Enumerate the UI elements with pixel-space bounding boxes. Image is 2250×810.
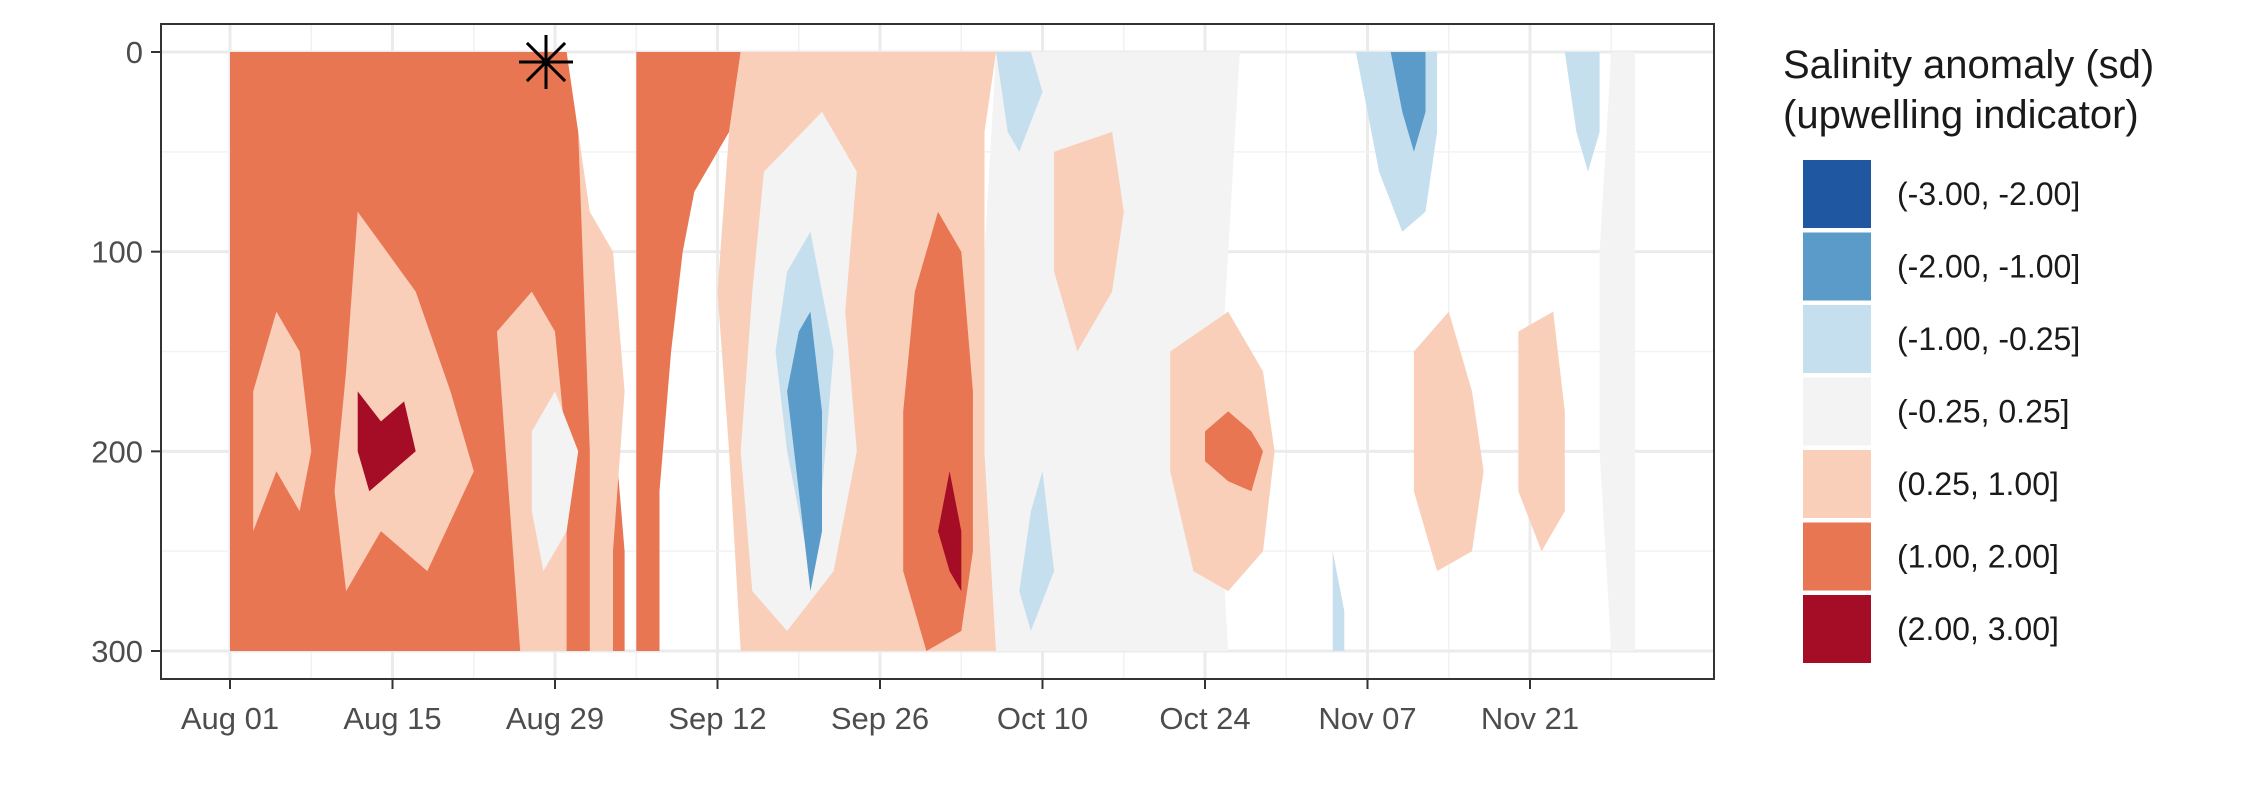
y-tick-label: 0: [126, 35, 143, 70]
x-tick-label: Aug 15: [343, 701, 441, 736]
event-marker: [519, 34, 573, 89]
legend: Salinity anomaly (sd) (upwelling indicat…: [1783, 43, 2154, 663]
legend-key: [1803, 450, 1871, 518]
asterisk-marker: [519, 34, 573, 89]
x-tick-label: Oct 10: [997, 701, 1088, 736]
panel-border: [160, 23, 1715, 680]
x-axis-ticks: Aug 01 Aug 15 Aug 29 Sep 12 Sep 26 Oct 10 Oct …: [181, 679, 1579, 736]
legend-title-line2: (upwelling indicator): [1783, 93, 2139, 137]
legend-label: (2.00, 3.00]: [1897, 611, 2059, 647]
y-tick-label: 300: [91, 634, 143, 669]
contour-band: [984, 52, 1240, 651]
legend-label: (1.00, 2.00]: [1897, 539, 2059, 575]
legend-key: [1803, 160, 1871, 228]
contour-band: [787, 311, 822, 592]
contour-band: [1599, 52, 1635, 651]
legend-label: (-0.25, 0.25]: [1897, 394, 2070, 430]
legend-title-line1: Salinity anomaly (sd): [1783, 43, 2154, 87]
contour-band: [1054, 131, 1124, 352]
y-axis-ticks: 0 100 200 300: [91, 35, 161, 669]
contour-band: [1332, 551, 1345, 651]
contour-band: [253, 311, 312, 532]
legend-key: [1803, 595, 1871, 663]
contour-band: [938, 471, 962, 592]
y-tick-label: 200: [91, 434, 143, 469]
legend-label: (-1.00, -0.25]: [1897, 321, 2080, 357]
x-tick-label: Oct 24: [1159, 701, 1250, 736]
contour-band: [996, 52, 1043, 152]
x-tick-label: Aug 29: [506, 701, 604, 736]
legend-label: (-3.00, -2.00]: [1897, 176, 2080, 212]
contour-band: [578, 131, 625, 651]
contour-band: [1205, 411, 1263, 492]
legend-key: [1803, 305, 1871, 373]
contour-band: [357, 391, 416, 492]
x-tick-label: Sep 26: [831, 701, 929, 736]
contour-bands: [230, 52, 1635, 651]
legend-key: [1803, 232, 1871, 301]
y-tick-label: 100: [91, 235, 143, 270]
legend-label: (0.25, 1.00]: [1897, 466, 2059, 502]
contour-band: [531, 391, 579, 572]
contour-band: [1390, 52, 1426, 152]
x-tick-label: Nov 07: [1318, 701, 1416, 736]
contour-band: [1019, 471, 1055, 631]
legend-key: [1803, 377, 1871, 446]
x-tick-label: Aug 01: [181, 701, 279, 736]
x-tick-label: Nov 21: [1481, 701, 1579, 736]
contour-band: [1518, 311, 1565, 552]
contour-band: [636, 52, 741, 651]
contour-band: [334, 211, 474, 592]
x-tick-label: Sep 12: [668, 701, 766, 736]
legend-key: [1803, 522, 1871, 591]
contour-band: [1413, 311, 1484, 572]
contour-band: [1564, 52, 1600, 172]
legend-label: (-2.00, -1.00]: [1897, 249, 2080, 285]
